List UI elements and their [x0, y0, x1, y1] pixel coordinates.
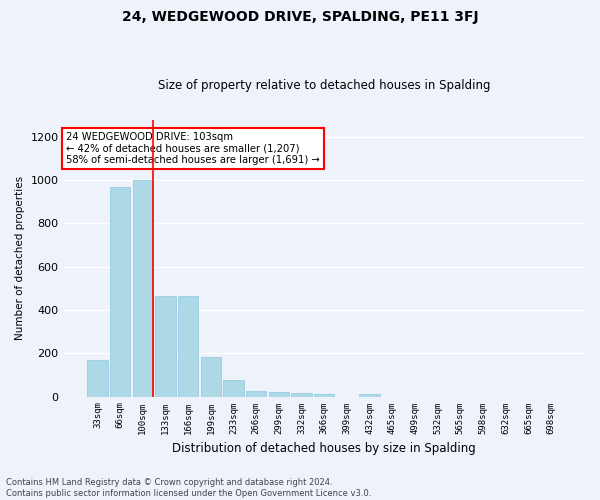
Bar	[292, 393, 312, 396]
Bar	[155, 296, 176, 396]
Bar	[178, 296, 199, 396]
Bar	[314, 394, 334, 396]
Text: 24 WEDGEWOOD DRIVE: 103sqm
← 42% of detached houses are smaller (1,207)
58% of s: 24 WEDGEWOOD DRIVE: 103sqm ← 42% of deta…	[66, 132, 320, 165]
Bar	[133, 180, 153, 396]
Bar	[269, 392, 289, 396]
Bar	[87, 360, 107, 397]
Bar	[200, 356, 221, 397]
Title: Size of property relative to detached houses in Spalding: Size of property relative to detached ho…	[158, 79, 491, 92]
Bar	[246, 390, 266, 396]
X-axis label: Distribution of detached houses by size in Spalding: Distribution of detached houses by size …	[172, 442, 476, 455]
Bar	[110, 186, 130, 396]
Bar	[223, 380, 244, 396]
Text: 24, WEDGEWOOD DRIVE, SPALDING, PE11 3FJ: 24, WEDGEWOOD DRIVE, SPALDING, PE11 3FJ	[122, 10, 478, 24]
Text: Contains HM Land Registry data © Crown copyright and database right 2024.
Contai: Contains HM Land Registry data © Crown c…	[6, 478, 371, 498]
Y-axis label: Number of detached properties: Number of detached properties	[15, 176, 25, 340]
Bar	[359, 394, 380, 396]
